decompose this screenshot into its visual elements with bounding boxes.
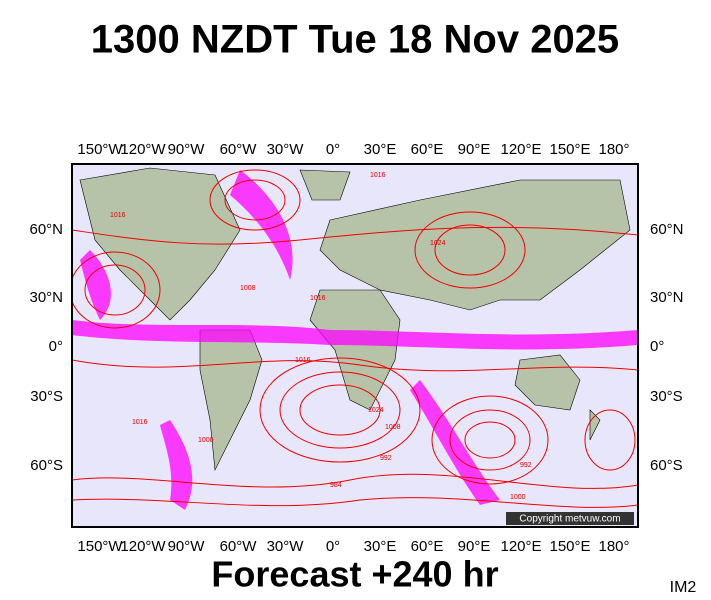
- longitude-label: 180°: [598, 141, 629, 158]
- latitude-label: 30°N: [29, 289, 63, 306]
- latitude-label: 30°S: [650, 388, 683, 405]
- map-area: 1016 1016 1024 1016 1008 1016 1000 1024 …: [72, 164, 638, 527]
- map-frame: [71, 163, 639, 528]
- longitude-label: 90°E: [458, 538, 491, 555]
- isobar-label: 1016: [295, 357, 311, 364]
- longitude-label: 120°E: [500, 141, 541, 158]
- longitude-label: 150°W: [77, 538, 123, 555]
- image-code: IM2: [670, 579, 697, 596]
- longitude-label: 120°E: [500, 538, 541, 555]
- isobar-label: 992: [520, 462, 532, 469]
- longitude-label: 60°E: [411, 538, 444, 555]
- longitude-label: 60°E: [411, 141, 444, 158]
- longitude-label: 90°W: [168, 141, 206, 158]
- longitude-label: 90°W: [168, 538, 206, 555]
- isobar-label: 1000: [198, 437, 214, 444]
- isobar-label: 1008: [385, 424, 401, 431]
- isobar-label: 1008: [240, 285, 256, 292]
- isobar-label: 984: [330, 482, 342, 489]
- longitude-label: 60°W: [220, 538, 258, 555]
- latitude-label: 60°N: [650, 221, 684, 238]
- copyright: Copyright metvuw.com: [519, 514, 620, 525]
- longitude-label: 120°W: [120, 141, 166, 158]
- isobar-label: 1024: [368, 407, 384, 414]
- longitude-label: 0°: [326, 538, 340, 555]
- latitude-label: 0°: [49, 338, 63, 355]
- longitude-label: 150°E: [549, 538, 590, 555]
- longitude-label: 30°E: [364, 538, 397, 555]
- latitude-label: 60°N: [29, 221, 63, 238]
- latitude-label: 60°S: [30, 457, 63, 474]
- isobar-label: 1016: [110, 212, 126, 219]
- longitude-label: 30°W: [267, 141, 305, 158]
- isobar-label: 992: [380, 455, 392, 462]
- latitude-label: 30°N: [650, 289, 684, 306]
- longitude-label: 150°E: [549, 141, 590, 158]
- isobar-label: 1016: [370, 172, 386, 179]
- longitude-label: 60°W: [220, 141, 258, 158]
- isobar-label: 1016: [132, 419, 148, 426]
- longitude-label: 0°: [326, 141, 340, 158]
- forecast-label: Forecast +240 hr: [211, 554, 498, 595]
- longitude-label: 180°: [598, 538, 629, 555]
- latitude-label: 0°: [650, 338, 664, 355]
- longitude-label: 30°E: [364, 141, 397, 158]
- latitude-label: 60°S: [650, 457, 683, 474]
- isobar-label: 1024: [430, 240, 446, 247]
- isobar-label: 1016: [310, 295, 326, 302]
- longitude-label: 30°W: [267, 538, 305, 555]
- longitude-label: 90°E: [458, 141, 491, 158]
- isobar-label: 1000: [510, 494, 526, 501]
- title: 1300 NZDT Tue 18 Nov 2025: [91, 18, 619, 62]
- longitude-label: 120°W: [120, 538, 166, 555]
- latitude-label: 30°S: [30, 388, 63, 405]
- longitude-label: 150°W: [77, 141, 123, 158]
